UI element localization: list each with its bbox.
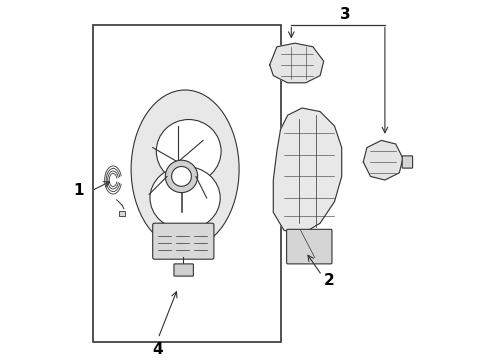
Ellipse shape	[150, 166, 220, 230]
Text: 2: 2	[323, 273, 334, 288]
Bar	[118, 211, 125, 216]
Ellipse shape	[165, 160, 197, 193]
FancyBboxPatch shape	[152, 223, 213, 259]
FancyBboxPatch shape	[401, 156, 412, 168]
Bar	[93, 25, 280, 342]
Ellipse shape	[171, 166, 191, 186]
Polygon shape	[363, 140, 402, 180]
Text: 3: 3	[339, 7, 350, 22]
Text: 1: 1	[74, 183, 84, 198]
FancyBboxPatch shape	[286, 229, 331, 264]
Ellipse shape	[131, 90, 239, 248]
Ellipse shape	[156, 120, 221, 183]
Polygon shape	[273, 108, 341, 234]
Polygon shape	[269, 43, 323, 83]
Text: 4: 4	[152, 342, 163, 357]
FancyBboxPatch shape	[174, 264, 193, 276]
